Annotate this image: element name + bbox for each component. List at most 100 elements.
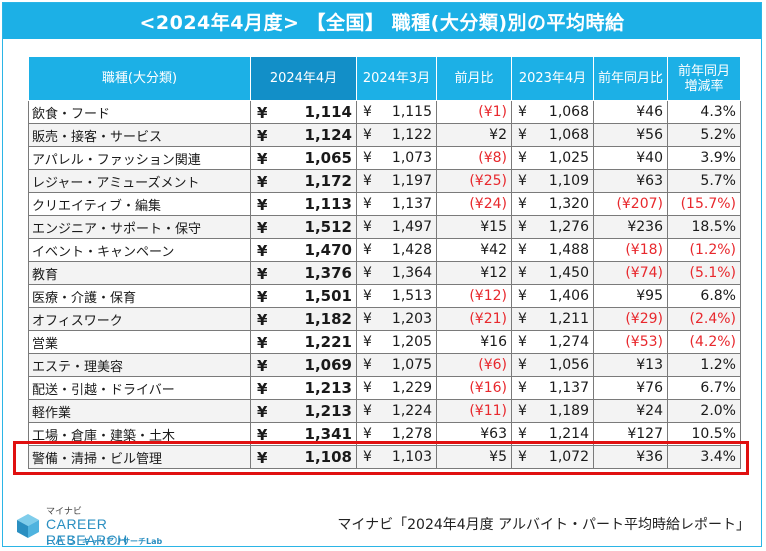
header-mom: 前月比 — [436, 56, 512, 101]
cell-apr-2024-value: 1,113 — [304, 195, 352, 213]
cell-mar-2024: ¥1,137 — [356, 192, 437, 216]
cell-job-name: 飲食・フード — [28, 100, 251, 124]
cell-job-name: 軽作業 — [28, 399, 251, 423]
cell-apr-2023: ¥1,320 — [511, 192, 594, 216]
cell-apr-2024-value: 1,172 — [304, 172, 352, 190]
cell-apr-2023-value: 1,320 — [548, 196, 589, 212]
cell-yoy-rate: (1.2%) — [667, 238, 741, 262]
cell-apr-2024-value: 1,182 — [304, 310, 352, 328]
cell-apr-2023-value: 1,025 — [548, 150, 589, 166]
header-yoy-rate-line2: 増減率 — [684, 78, 724, 94]
cell-apr-2024: ¥1,113 — [250, 192, 357, 216]
source-note: マイナビ「2024年4月度 アルバイト・パート平均時給レポート」 — [337, 517, 750, 533]
yen-symbol: ¥ — [363, 403, 372, 419]
cell-mar-2024: ¥1,205 — [356, 330, 437, 354]
cell-apr-2024: ¥1,376 — [250, 261, 357, 285]
yen-symbol: ¥ — [518, 426, 527, 442]
table-container: 職種(大分類) 2024年4月 2024年3月 前月比 2023年4月 前年同月… — [28, 56, 742, 489]
cell-apr-2023: ¥1,137 — [511, 376, 594, 400]
yen-symbol: ¥ — [257, 357, 268, 375]
cell-apr-2024-value: 1,069 — [304, 356, 352, 374]
yen-symbol: ¥ — [257, 311, 268, 329]
cell-apr-2024: ¥1,124 — [250, 123, 357, 147]
yen-symbol: ¥ — [363, 150, 372, 166]
table-row: 配送・引越・ドライバー ¥1,213 ¥1,229 (¥16) ¥1,137 ¥76 6.7… — [28, 376, 741, 400]
cell-job-name: オフィスワーク — [28, 307, 251, 331]
yen-symbol: ¥ — [257, 219, 268, 237]
cell-mar-2024: ¥1,428 — [356, 238, 437, 262]
cell-mom: (¥25) — [436, 169, 512, 193]
cell-mar-2024: ¥1,073 — [356, 146, 437, 170]
cell-apr-2024-value: 1,501 — [304, 287, 352, 305]
table-row: 警備・清掃・ビル管理 ¥1,108 ¥1,103 ¥5 ¥1,072 ¥36 3.4% — [28, 445, 741, 469]
cell-apr-2024-value: 1,221 — [304, 333, 352, 351]
cell-apr-2023-value: 1,214 — [548, 426, 589, 442]
page-title: <2024年4月度> 【全国】 職種(大分類)別の平均時給 — [3, 3, 761, 39]
cell-apr-2023: ¥1,025 — [511, 146, 594, 170]
wage-table: 職種(大分類) 2024年4月 2024年3月 前月比 2023年4月 前年同月… — [28, 56, 741, 469]
header-apr-2023: 2023年4月 — [511, 56, 594, 101]
cell-mar-2024: ¥1,497 — [356, 215, 437, 239]
cell-mar-2024-value: 1,075 — [391, 357, 432, 373]
yen-symbol: ¥ — [257, 127, 268, 145]
cell-mar-2024: ¥1,513 — [356, 284, 437, 308]
cell-mar-2024-value: 1,073 — [391, 150, 432, 166]
cell-apr-2023: ¥1,406 — [511, 284, 594, 308]
cell-apr-2024: ¥1,213 — [250, 376, 357, 400]
yen-symbol: ¥ — [518, 357, 527, 373]
cell-mom: ¥16 — [436, 330, 512, 354]
table-row: レジャー・アミューズメント ¥1,172 ¥1,197 (¥25) ¥1,109 ¥63 5… — [28, 169, 741, 193]
yen-symbol: ¥ — [518, 380, 527, 396]
header-yoy-rate: 前年同月 増減率 — [667, 56, 741, 101]
cell-apr-2023-value: 1,068 — [548, 104, 589, 120]
yen-symbol: ¥ — [257, 265, 268, 283]
logo-main-text: CAREER RESEARCH — [46, 516, 128, 548]
cell-apr-2023: ¥1,109 — [511, 169, 594, 193]
cell-job-name: アパレル・ファッション関連 — [28, 146, 251, 170]
yen-symbol: ¥ — [257, 403, 268, 421]
cell-apr-2024: ¥1,172 — [250, 169, 357, 193]
cell-apr-2024: ¥1,501 — [250, 284, 357, 308]
cell-apr-2024: ¥1,114 — [250, 100, 357, 124]
cell-mom: ¥2 — [436, 123, 512, 147]
cell-yoy: ¥56 — [593, 123, 668, 147]
cell-yoy-rate: 2.0% — [667, 399, 741, 423]
cell-mar-2024: ¥1,229 — [356, 376, 437, 400]
cell-yoy-rate: 1.2% — [667, 353, 741, 377]
cell-yoy-rate: 3.9% — [667, 146, 741, 170]
cell-mom: (¥11) — [436, 399, 512, 423]
cell-yoy: ¥24 — [593, 399, 668, 423]
cell-apr-2023-value: 1,072 — [548, 449, 589, 465]
cell-apr-2023: ¥1,211 — [511, 307, 594, 331]
header-apr-2024: 2024年4月 — [250, 56, 357, 101]
cell-mar-2024-value: 1,224 — [391, 403, 432, 419]
cell-mom: ¥12 — [436, 261, 512, 285]
cell-apr-2024-value: 1,341 — [304, 425, 352, 443]
yen-symbol: ¥ — [518, 334, 527, 350]
cell-yoy-rate: (15.7%) — [667, 192, 741, 216]
cell-apr-2023-value: 1,068 — [548, 127, 589, 143]
header-yoy-rate-line1: 前年同月 — [677, 63, 730, 79]
yen-symbol: ¥ — [518, 219, 527, 235]
header-yoy: 前年同月比 — [593, 56, 668, 101]
cell-apr-2023-value: 1,406 — [548, 288, 589, 304]
yen-symbol: ¥ — [363, 357, 372, 373]
yen-symbol: ¥ — [257, 380, 268, 398]
cell-apr-2023-value: 1,276 — [548, 219, 589, 235]
cell-apr-2024-value: 1,065 — [304, 149, 352, 167]
cell-yoy: ¥63 — [593, 169, 668, 193]
cell-mom: (¥16) — [436, 376, 512, 400]
cell-apr-2023-value: 1,109 — [548, 173, 589, 189]
cell-apr-2023: ¥1,488 — [511, 238, 594, 262]
yen-symbol: ¥ — [518, 173, 527, 189]
cell-apr-2023-value: 1,274 — [548, 334, 589, 350]
cell-yoy: ¥95 — [593, 284, 668, 308]
cell-apr-2023-value: 1,056 — [548, 357, 589, 373]
cell-apr-2024: ¥1,065 — [250, 146, 357, 170]
yen-symbol: ¥ — [363, 380, 372, 396]
highlight-box — [13, 441, 749, 475]
cell-apr-2024-value: 1,376 — [304, 264, 352, 282]
table-row: 飲食・フード ¥1,114 ¥1,115 (¥1) ¥1,068 ¥46 4.3% — [28, 100, 741, 124]
cell-apr-2024: ¥1,470 — [250, 238, 357, 262]
logo-brand-small: マイナビ — [46, 507, 82, 517]
